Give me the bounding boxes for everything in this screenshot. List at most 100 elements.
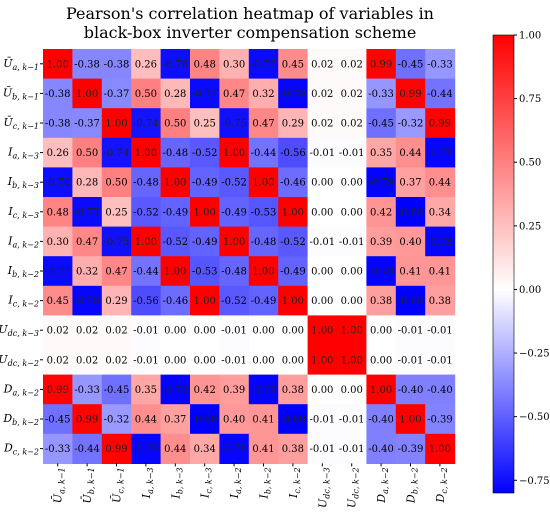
heatmap-cell bbox=[307, 345, 338, 376]
cell-value-label: 0.38 bbox=[282, 444, 304, 455]
cell-value-label: -0.01 bbox=[339, 415, 365, 426]
cell-value-label: 0.41 bbox=[429, 267, 451, 278]
row-label: Ūc, k−1 bbox=[4, 116, 40, 131]
cell-value-label: 0.00 bbox=[194, 326, 216, 337]
cell-value-label: -0.01 bbox=[133, 355, 159, 366]
heatmap-cell bbox=[278, 433, 309, 464]
cell-value-label: -0.46 bbox=[162, 296, 188, 307]
cell-value-label: -0.79 bbox=[251, 385, 277, 396]
cell-value-label: 0.41 bbox=[252, 415, 274, 426]
column-label: Ic, k−2 bbox=[287, 467, 302, 499]
cell-value-label: 0.00 bbox=[311, 207, 333, 218]
cell-value-label: -0.56 bbox=[133, 296, 159, 307]
cell-value-label: -0.39 bbox=[427, 415, 453, 426]
heatmap-cell bbox=[307, 108, 338, 139]
cell-value-label: -0.76 bbox=[162, 59, 188, 70]
column-label: Db, k−2 bbox=[405, 467, 420, 504]
row-label: Ic, k−3 bbox=[7, 205, 39, 220]
cell-value-label: 0.00 bbox=[282, 355, 304, 366]
heatmap-cell bbox=[366, 197, 397, 228]
cell-value-label: 0.41 bbox=[399, 267, 421, 278]
cell-value-label: -0.40 bbox=[427, 385, 453, 396]
heatmap-cell bbox=[337, 49, 367, 80]
heatmap-cell bbox=[307, 226, 338, 257]
cell-value-label: -0.48 bbox=[221, 267, 247, 278]
cell-value-label: 0.50 bbox=[76, 148, 98, 159]
cell-value-label: -0.40 bbox=[368, 415, 394, 426]
cell-value-label: 0.02 bbox=[76, 355, 98, 366]
heatmap-cell bbox=[72, 226, 103, 257]
cell-value-label: -0.80 bbox=[280, 415, 306, 426]
heatmap-cell bbox=[337, 78, 367, 109]
heatmap-cell bbox=[131, 167, 162, 198]
heatmap-cell bbox=[395, 108, 426, 139]
heatmap-cell bbox=[248, 137, 279, 168]
heatmap-cell bbox=[101, 167, 132, 198]
heatmap-cell bbox=[366, 285, 397, 316]
heatmap-cell bbox=[101, 49, 132, 80]
heatmap-cell bbox=[190, 256, 220, 287]
cell-value-label: 0.41 bbox=[252, 444, 274, 455]
heatmap-cell bbox=[131, 78, 162, 109]
cell-value-label: 0.02 bbox=[76, 326, 98, 337]
cell-value-label: 0.37 bbox=[399, 178, 421, 189]
heatmap-cell bbox=[160, 345, 191, 376]
cell-value-label: -0.33 bbox=[74, 385, 100, 396]
cell-value-label: 0.42 bbox=[194, 385, 216, 396]
heatmap-cell bbox=[278, 374, 309, 405]
column-label: Ib, k−3 bbox=[169, 467, 184, 499]
cell-value-label: -0.49 bbox=[192, 237, 218, 248]
heatmap-cell bbox=[337, 345, 367, 376]
heatmap-cell bbox=[72, 167, 103, 198]
cell-value-label: -0.78 bbox=[221, 444, 247, 455]
colorbar-tick-label: 0.00 bbox=[519, 285, 541, 296]
heatmap-cell bbox=[425, 49, 456, 80]
cell-value-label: 0.44 bbox=[135, 415, 157, 426]
cell-value-label: -0.40 bbox=[368, 444, 394, 455]
cell-value-label: -0.49 bbox=[192, 178, 218, 189]
heatmap-cell bbox=[248, 49, 279, 80]
cell-value-label: -0.01 bbox=[221, 355, 247, 366]
heatmap-cell bbox=[425, 197, 456, 228]
cell-value-label: -0.76 bbox=[45, 178, 71, 189]
cell-value-label: 0.00 bbox=[341, 385, 363, 396]
heatmap-cell bbox=[72, 285, 103, 316]
heatmap-cell bbox=[248, 315, 279, 346]
cell-value-label: 1.00 bbox=[223, 237, 245, 248]
heatmap-cell bbox=[219, 137, 250, 168]
row-label: Ib, k−2 bbox=[7, 264, 39, 279]
cell-value-label: 0.37 bbox=[164, 415, 186, 426]
colorbar-tick-label: −0.25 bbox=[519, 349, 550, 360]
cell-value-label: -0.44 bbox=[251, 148, 277, 159]
cell-value-label: -0.33 bbox=[45, 444, 71, 455]
heatmap-cell bbox=[131, 315, 162, 346]
heatmap-cell bbox=[219, 433, 250, 464]
cell-value-label: 0.35 bbox=[370, 148, 392, 159]
heatmap-cell bbox=[366, 433, 397, 464]
cell-value-label: -0.49 bbox=[162, 207, 188, 218]
cell-value-label: 0.99 bbox=[429, 119, 451, 130]
cell-value-label: -0.32 bbox=[398, 119, 424, 130]
heatmap-cell bbox=[219, 167, 250, 198]
cell-value-label: 1.00 bbox=[194, 296, 216, 307]
heatmap-cell bbox=[131, 404, 162, 435]
cell-value-label: 0.99 bbox=[76, 415, 98, 426]
column-labels: Ūa, k−1 Ūb, k−1 Ūc, k−1 Ia, k−3 Ib, k−3 Ic, k… bbox=[52, 463, 449, 508]
cell-value-label: 1.00 bbox=[399, 415, 421, 426]
heatmap-cell bbox=[307, 197, 338, 228]
heatmap-cell bbox=[190, 49, 220, 80]
cell-value-label: -0.53 bbox=[192, 267, 218, 278]
heatmap-cell bbox=[307, 167, 338, 198]
heatmap-cell bbox=[131, 345, 162, 376]
heatmap-cell bbox=[160, 108, 191, 139]
heatmap-cell bbox=[160, 433, 191, 464]
cell-value-label: 0.99 bbox=[370, 59, 392, 70]
colorbar: 1.00 0.75 0.50 0.25 0.00 −0.25 −0.50 −0.75 bbox=[492, 31, 550, 494]
cell-value-label: -0.79 bbox=[368, 178, 394, 189]
heatmap-cell bbox=[131, 374, 162, 405]
cell-value-label: -0.44 bbox=[74, 444, 100, 455]
cell-value-label: -0.75 bbox=[104, 237, 130, 248]
cell-value-label: -0.48 bbox=[162, 148, 188, 159]
